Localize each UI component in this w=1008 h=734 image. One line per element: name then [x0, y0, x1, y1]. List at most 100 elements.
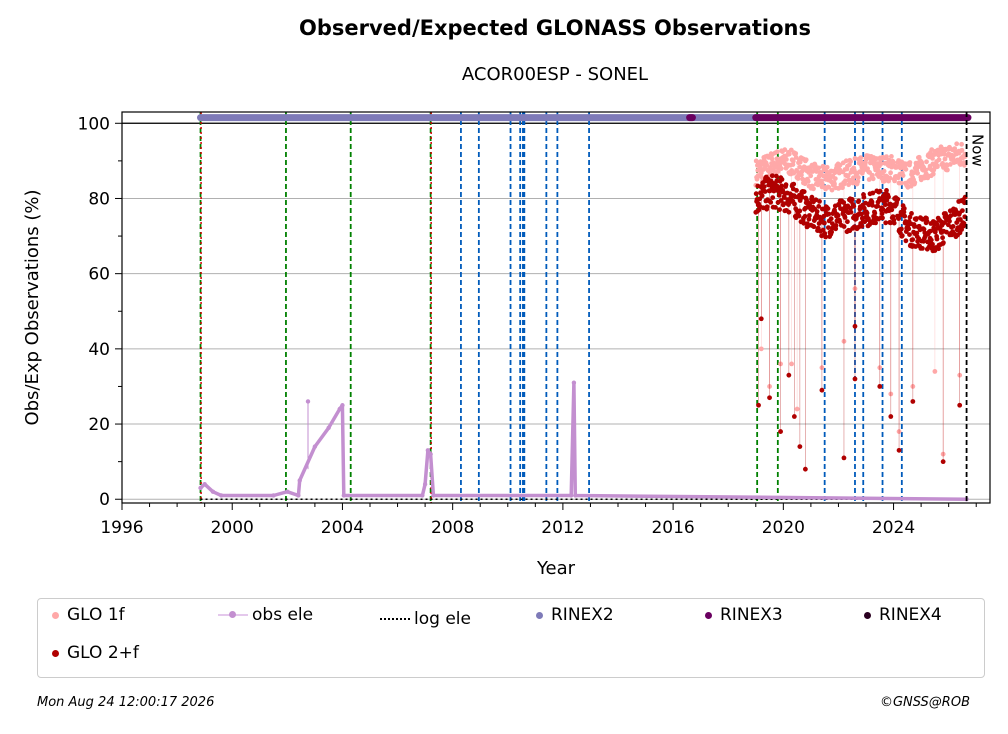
glo-1f-point [769, 156, 775, 162]
legend-marker-rinex3 [705, 611, 712, 619]
legend-label-log-ele: log ele [414, 609, 471, 629]
glo-2f-point [870, 202, 875, 208]
glo-1f-point [881, 168, 887, 174]
glo-2f-point [901, 209, 907, 215]
glo-2f-point [825, 206, 831, 212]
glo-1f-point [907, 160, 913, 165]
glo-1f-point [900, 173, 906, 179]
glo-2f-point [914, 216, 919, 221]
footer-timestamp: Mon Aug 24 12:00:17 2026 [37, 695, 215, 710]
glo-1f-point [935, 164, 940, 170]
legend-label-obs-ele: obs ele [252, 605, 314, 625]
glo-1f-point [816, 165, 822, 171]
glo-2f-point [877, 188, 883, 194]
glo-1f-point [808, 173, 814, 179]
glo-2f-point [870, 190, 876, 196]
glo-1f-point [797, 164, 803, 170]
glo-1f-point [843, 158, 849, 164]
glo-2f-series [753, 173, 968, 472]
glo-2f-point [801, 220, 807, 226]
glo-1f-point [753, 158, 759, 164]
glo-2f-point [826, 211, 832, 217]
glo-2f-point [864, 210, 870, 216]
glo-2f-point [774, 173, 779, 179]
x-tick-label-5: 2016 [651, 518, 694, 538]
obs-ele-point-0-2 [210, 489, 216, 494]
x-tick-label-0: 1996 [100, 518, 143, 538]
glo-2f-point [807, 213, 812, 218]
glo-2f-point [906, 226, 912, 232]
glo-2f-point [934, 236, 940, 242]
obs-ele-point-0-7 [297, 478, 302, 483]
glo-2f-point [880, 215, 885, 221]
glo-2f-point [882, 202, 888, 208]
legend-marker-obs-ele [218, 611, 248, 618]
glo-2f-outlier-point-12 [877, 384, 883, 389]
glo-1f-point [866, 177, 872, 182]
glo-1f-point [814, 169, 820, 174]
glo-2f-point [861, 205, 867, 211]
glo-2f-point [944, 229, 949, 235]
glo-2f-point [936, 246, 941, 252]
glo-1f-point [945, 167, 950, 173]
glo-1f-outlier-point-0 [758, 346, 764, 352]
glo-1f-point [786, 151, 792, 157]
legend-marker-log-ele [380, 618, 410, 620]
glo-1f-point [764, 162, 770, 168]
legend-item-rinex2: RINEX2 [536, 605, 614, 625]
glo-2f-point [859, 223, 865, 229]
legend-item-rinex4: RINEX4 [864, 605, 942, 625]
glo-2f-point [822, 220, 827, 226]
glo-2f-point [773, 205, 778, 210]
glo-2f-outlier-point-7 [802, 466, 808, 472]
glo-2f-outlier-point-15 [910, 399, 916, 404]
glo-2f-point [801, 189, 807, 195]
glo-2f-point [823, 234, 828, 240]
glo-2f-point [884, 188, 889, 193]
glo-2f-point [902, 213, 908, 219]
glo-2f-point [849, 197, 855, 202]
glo-2f-point [769, 173, 775, 179]
glo-2f-point [856, 198, 862, 204]
glo-2f-outlier-point-13 [888, 414, 894, 419]
glo-2f-point [794, 188, 799, 193]
x-axis-label: Year [536, 558, 576, 579]
glo-1f-point [754, 176, 760, 182]
glo-2f-point [909, 211, 914, 216]
glo-2f-point [861, 194, 867, 200]
glo-1f-point [941, 151, 947, 157]
glo-2f-outlier-point-14 [896, 447, 902, 453]
glo-2f-point [835, 213, 841, 219]
glo-1f-point [832, 181, 837, 187]
obs-ele-point-0-20 [573, 493, 578, 498]
glo-1f-point [858, 155, 864, 161]
obs-ele-point-0-13 [420, 493, 425, 498]
glo-2f-point [817, 199, 822, 204]
y-tick-label-3: 60 [88, 265, 110, 285]
x-tick-label-2: 2004 [321, 518, 364, 538]
glo-1f-point [912, 180, 918, 186]
glo-1f-point [929, 147, 935, 153]
obs-ele-point-0-1 [202, 482, 207, 487]
glo-1f-point [832, 176, 838, 182]
glo-2f-point [848, 209, 854, 215]
y-tick-label-1: 20 [88, 415, 110, 435]
glo-2f-point [914, 230, 920, 236]
glo-1f-point [889, 154, 894, 159]
glo-1f-point [959, 141, 964, 147]
glo-1f-point [820, 181, 825, 187]
glo-1f-point [962, 162, 967, 168]
glo-2f-outlier-point-11 [852, 376, 858, 382]
legend-label-glo-1f: GLO 1f [67, 605, 125, 625]
glo-1f-point [824, 164, 830, 170]
x-tick-label-1: 2000 [211, 518, 254, 538]
glo-1f-point [797, 159, 803, 165]
glo-2f-point [924, 218, 930, 224]
glo-2f-point [799, 194, 805, 200]
glo-1f-point [805, 179, 811, 184]
glo-1f-point [930, 171, 936, 177]
glo-2f-point [811, 224, 817, 230]
glo-1f-point [795, 176, 801, 182]
glo-2f-point [842, 215, 848, 220]
glo-2f-point [826, 225, 831, 231]
